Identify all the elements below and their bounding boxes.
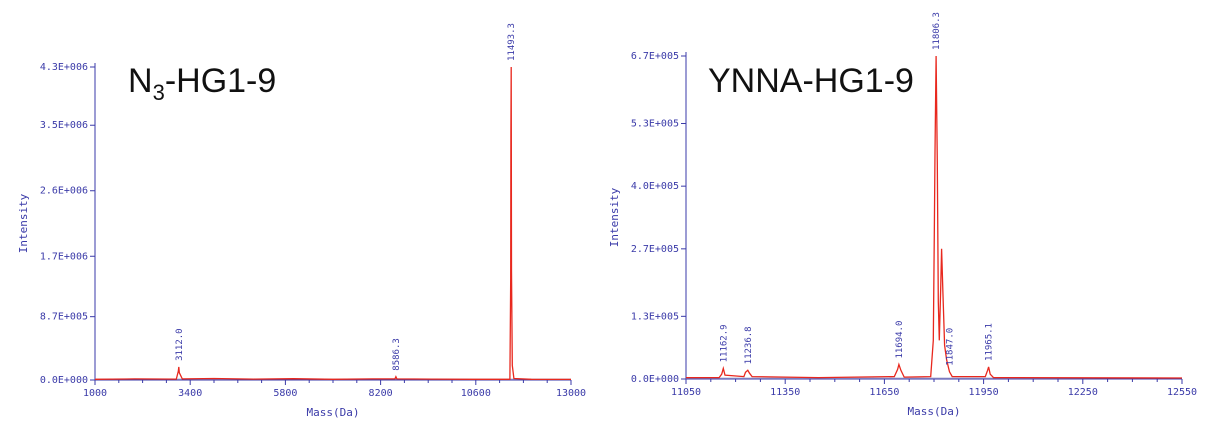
spectrum-series-line bbox=[686, 55, 1183, 379]
peak-label: 11694.0 bbox=[895, 321, 905, 359]
x-tick-label: 3400 bbox=[178, 388, 202, 399]
y-tick-label: 6.7E+005 bbox=[631, 51, 679, 62]
x-tick-label: 11950 bbox=[969, 387, 999, 398]
x-tick-label: 13000 bbox=[556, 388, 586, 399]
x-tick-label: 12250 bbox=[1068, 387, 1098, 398]
x-tick-label: 12550 bbox=[1167, 387, 1197, 398]
peak-label: 11236.8 bbox=[744, 326, 754, 364]
y-tick-label: 1.7E+006 bbox=[40, 251, 88, 262]
y-tick-label: 0.0E+000 bbox=[40, 375, 88, 386]
y-tick-label: 8.7E+005 bbox=[40, 312, 88, 323]
x-tick-label: 11050 bbox=[671, 387, 701, 398]
y-tick-label: 2.6E+006 bbox=[40, 186, 88, 197]
y-tick-label: 4.0E+005 bbox=[631, 181, 679, 192]
chart-title-subscript: 3 bbox=[153, 80, 165, 105]
y-tick-label: 1.3E+005 bbox=[631, 311, 679, 322]
chart-title-rest: -HG1-9 bbox=[165, 62, 276, 100]
x-tick-label: 11350 bbox=[770, 387, 800, 398]
x-axis-title: Mass(Da) bbox=[908, 405, 961, 418]
chart-ynna-hg1-9: 0.0E+000 1.3E+005 2.7E+005 4.0E+005 5.3E+005… bbox=[608, 12, 1197, 418]
chart-title: N3-HG1-9 bbox=[128, 62, 276, 105]
y-tick-label: 2.7E+005 bbox=[631, 244, 679, 255]
spectrum-series-line bbox=[94, 66, 572, 381]
peak-label: 11162.9 bbox=[719, 324, 729, 362]
y-tick-label: 0.0E+000 bbox=[631, 374, 679, 385]
chart-title: YNNA-HG1-9 bbox=[708, 62, 914, 100]
peak-label: 11493.3 bbox=[507, 23, 517, 61]
x-tick-label: 5800 bbox=[273, 388, 297, 399]
peak-label: 11847.0 bbox=[946, 328, 956, 366]
x-tick-label: 10600 bbox=[461, 388, 491, 399]
y-axis-title: Intensity bbox=[608, 187, 621, 247]
y-axis-title: Intensity bbox=[17, 193, 30, 253]
chart-title-main: N bbox=[128, 62, 153, 100]
peak-label: 3112.0 bbox=[175, 328, 185, 361]
peak-label: 11806.3 bbox=[932, 12, 942, 50]
chart-n3-hg1-9: 0.0E+000 8.7E+005 1.7E+006 2.6E+006 3.5E+006… bbox=[17, 23, 586, 419]
x-tick-label: 8200 bbox=[369, 388, 393, 399]
chart-panel-left: 0.0E+000 8.7E+005 1.7E+006 2.6E+006 3.5E+006… bbox=[0, 0, 600, 432]
x-tick-label: 11650 bbox=[869, 387, 899, 398]
peak-label: 8586.3 bbox=[392, 338, 402, 371]
chart-panel-right: 0.0E+000 1.3E+005 2.7E+005 4.0E+005 5.3E+005… bbox=[600, 0, 1212, 432]
y-tick-label: 5.3E+005 bbox=[631, 118, 679, 129]
x-axis-title: Mass(Da) bbox=[307, 406, 360, 419]
peak-label: 11965.1 bbox=[985, 323, 995, 361]
x-tick-label: 1000 bbox=[83, 388, 107, 399]
y-tick-label: 3.5E+006 bbox=[40, 120, 88, 131]
y-tick-label: 4.3E+006 bbox=[40, 62, 88, 73]
